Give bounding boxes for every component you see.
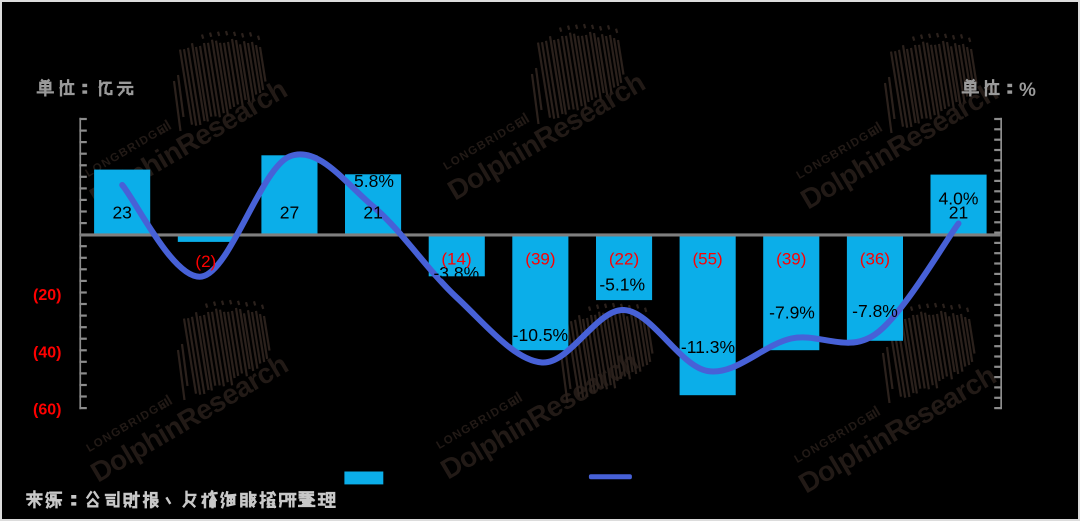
svg-text:-11.3%: -11.3% — [681, 337, 735, 357]
svg-text:-7.8%: -7.8% — [852, 301, 898, 321]
svg-text:(20): (20) — [33, 287, 61, 304]
svg-text:(55): (55) — [692, 250, 722, 269]
svg-text:-3.8%: -3.8% — [433, 263, 479, 283]
svg-text:27: 27 — [280, 203, 299, 223]
svg-text:(39): (39) — [776, 250, 806, 269]
svg-text:(39): (39) — [525, 250, 555, 269]
svg-text:-10.5%: -10.5% — [513, 325, 568, 345]
svg-text:DolphinResearch: DolphinResearch — [793, 359, 1001, 499]
svg-text:(22): (22) — [609, 250, 639, 269]
svg-text:-5.1%: -5.1% — [599, 275, 645, 295]
svg-text:21: 21 — [949, 203, 968, 223]
svg-text:(40): (40) — [33, 344, 61, 361]
svg-text:5.8%: 5.8% — [354, 171, 394, 191]
svg-text:(60): (60) — [33, 402, 61, 419]
svg-text:23: 23 — [112, 203, 131, 223]
svg-text:(36): (36) — [860, 250, 890, 269]
svg-text:4.0%: 4.0% — [939, 189, 979, 209]
svg-text:%: % — [1019, 80, 1036, 101]
svg-text:-7.9%: -7.9% — [769, 302, 815, 322]
svg-text:21: 21 — [363, 203, 382, 223]
svg-text:DolphinResearch: DolphinResearch — [85, 348, 293, 488]
svg-text:(2): (2) — [195, 252, 216, 271]
svg-text:(14): (14) — [441, 250, 471, 269]
